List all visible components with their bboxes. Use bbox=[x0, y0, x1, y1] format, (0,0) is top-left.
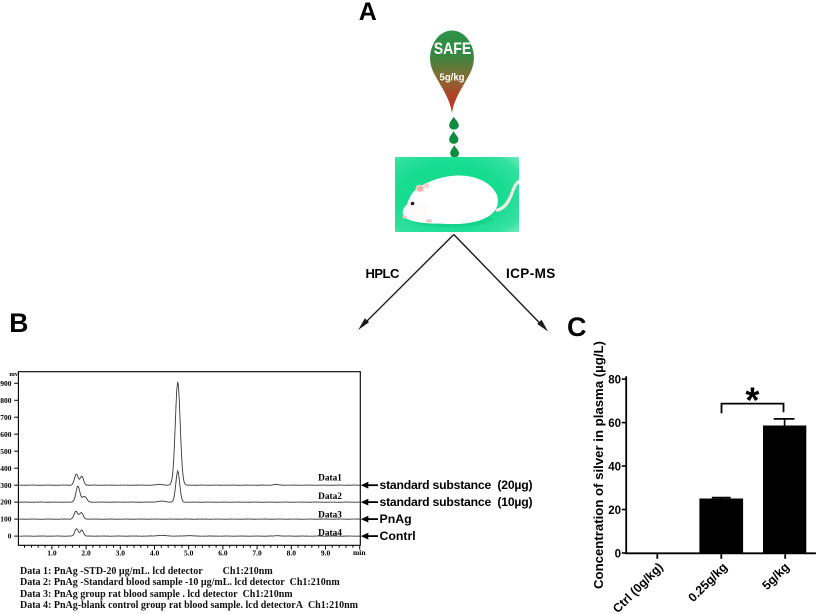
svg-text:SAFE: SAFE bbox=[434, 40, 472, 58]
svg-text:6.0: 6.0 bbox=[218, 548, 228, 557]
svg-text:0: 0 bbox=[615, 548, 621, 560]
svg-text:Data4: Data4 bbox=[318, 529, 342, 539]
svg-text:min: min bbox=[353, 548, 366, 557]
svg-text:900: 900 bbox=[0, 379, 12, 388]
svg-text:4.0: 4.0 bbox=[150, 548, 160, 557]
svg-text:300: 300 bbox=[0, 481, 12, 490]
svg-text:800: 800 bbox=[0, 396, 12, 405]
svg-text:3.0: 3.0 bbox=[116, 548, 126, 557]
svg-text:20: 20 bbox=[608, 505, 621, 517]
svg-text:0: 0 bbox=[8, 532, 12, 541]
svg-text:1.0: 1.0 bbox=[47, 548, 57, 557]
svg-text:600: 600 bbox=[0, 430, 12, 439]
svg-text:700: 700 bbox=[0, 413, 12, 422]
svg-text:8.0: 8.0 bbox=[287, 548, 297, 557]
svg-text:7.0: 7.0 bbox=[252, 548, 262, 557]
svg-text:80: 80 bbox=[608, 374, 621, 386]
svg-text:9.0: 9.0 bbox=[321, 548, 331, 557]
svg-text:500: 500 bbox=[0, 447, 12, 456]
svg-text:2.0: 2.0 bbox=[81, 548, 91, 557]
svg-text:*: * bbox=[745, 380, 759, 421]
svg-text:5g/kg: 5g/kg bbox=[440, 71, 465, 83]
svg-text:Data1: Data1 bbox=[318, 473, 342, 483]
svg-text:Data2: Data2 bbox=[318, 492, 342, 502]
svg-text:200: 200 bbox=[0, 498, 12, 507]
svg-text:mv: mv bbox=[9, 371, 18, 378]
svg-text:400: 400 bbox=[0, 464, 12, 473]
svg-text:100: 100 bbox=[0, 515, 12, 524]
svg-text:5.0: 5.0 bbox=[184, 548, 194, 557]
svg-text:60: 60 bbox=[608, 418, 621, 430]
svg-text:40: 40 bbox=[608, 461, 621, 473]
svg-text:Data3: Data3 bbox=[318, 511, 342, 521]
